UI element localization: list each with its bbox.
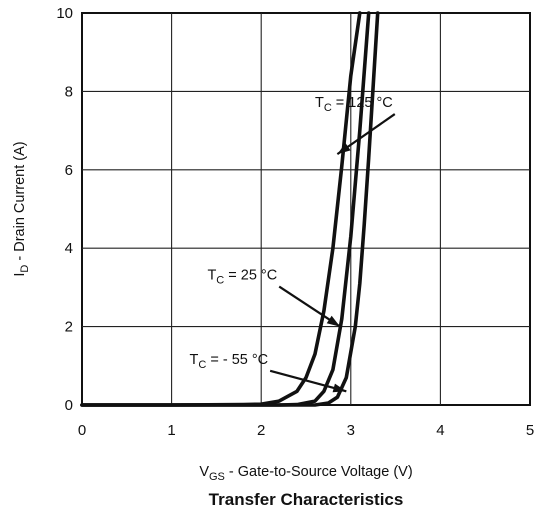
x-axis-label-main: V (199, 464, 209, 480)
chart-title: Transfer Characteristics (209, 490, 404, 509)
y-axis-label-main: I (12, 273, 28, 277)
x-tick-label: 2 (257, 422, 265, 439)
series-line--55 (80, 11, 380, 407)
x-axis-label-rest: - Gate-to-Source Voltage (V) (225, 464, 413, 480)
x-axis-label: VGS - Gate-to-Source Voltage (V) (199, 464, 412, 483)
curve-annotations: TC = 125 °C TC = 25 °C TC = - 55 °C (190, 95, 396, 393)
plot-frame-group (81, 12, 531, 406)
y-tick-label: 4 (65, 240, 73, 257)
annotation-arrowhead-25 (326, 315, 341, 327)
y-tick-label: 2 (65, 319, 73, 336)
y-tick-label: 0 (65, 397, 73, 414)
x-tick-label: 1 (167, 422, 175, 439)
series-line-25 (80, 11, 371, 407)
y-axis-label: ID - Drain Current (A) (12, 141, 31, 276)
series-line-125 (80, 11, 362, 407)
x-tick-labels: 0 1 2 3 4 5 (78, 422, 534, 439)
x-tick-label: 3 (347, 422, 355, 439)
y-tick-labels: 0 2 4 6 8 10 (56, 5, 73, 414)
annotation-label-125: TC = 125 °C (315, 95, 393, 114)
y-tick-label: 10 (56, 5, 73, 22)
x-tick-label: 0 (78, 422, 86, 439)
x-tick-label: 4 (436, 422, 444, 439)
x-axis-label-sub: GS (209, 471, 225, 483)
annotation-label--55: TC = - 55 °C (190, 352, 269, 371)
y-tick-label: 6 (65, 162, 73, 179)
y-axis-label-sub: D (19, 265, 31, 273)
series-curves (80, 11, 380, 407)
y-axis-label-rest: - Drain Current (A) (12, 141, 28, 264)
annotation-arrowhead--55 (332, 383, 347, 393)
x-tick-label: 5 (526, 422, 534, 439)
grid-lines (82, 13, 530, 405)
y-tick-label: 8 (65, 83, 73, 100)
annotation-arrowhead-125 (337, 142, 351, 155)
plot-frame (81, 12, 531, 406)
annotation-label-25: TC = 25 °C (207, 268, 277, 287)
annotation-arrow--55 (269, 369, 347, 393)
